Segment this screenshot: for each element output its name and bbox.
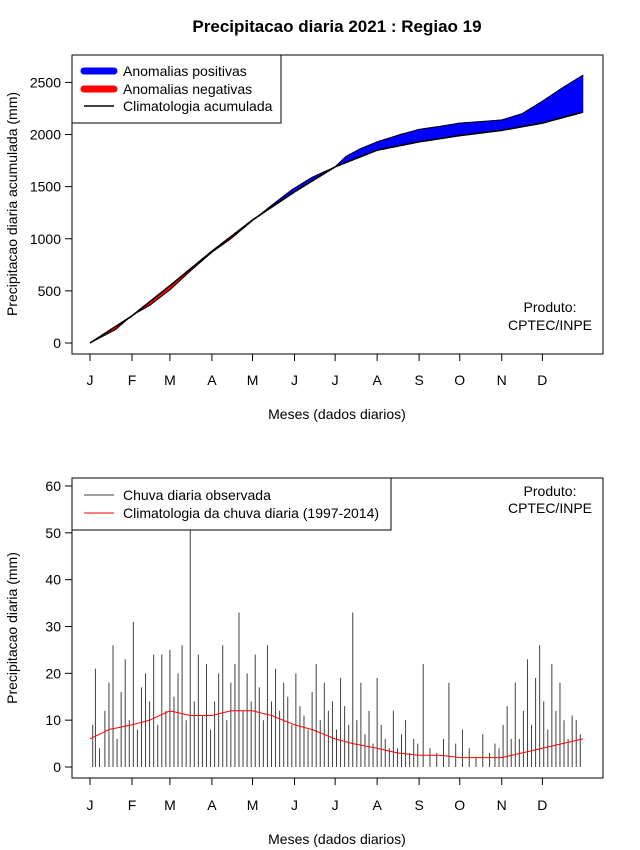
daily-x-tick-label: J — [332, 797, 339, 813]
cumulative-x-tick-label: A — [207, 372, 217, 388]
daily-climatology-line — [89, 710, 584, 759]
cumulative-x-axis-title: Meses (dados diarios) — [268, 406, 406, 422]
daily-x-tick-label: A — [207, 797, 217, 813]
cumulative-x-tick-label: O — [454, 372, 465, 388]
cumulative-x-tick-label: M — [247, 372, 259, 388]
daily-x-tick-label: O — [454, 797, 465, 813]
observed-daily-bars — [92, 528, 581, 767]
cumulative-chart: 0 500 1000 1500 2000 2500 J F M A M J J A S O N D Meses … — [4, 54, 604, 422]
daily-legend: Chuva diaria observada Climatologia da c… — [71, 477, 392, 531]
cumulative-y-axis-title: Precipitacao diaria acumulada (mm) — [4, 92, 20, 316]
cumulative-y-tick-label: 1000 — [30, 231, 61, 247]
cumulative-x-tick-label: J — [291, 372, 298, 388]
daily-x-tick-label: N — [497, 797, 507, 813]
daily-credit-line1: Produto: — [524, 483, 577, 499]
daily-y-tick-label: 20 — [45, 665, 61, 681]
daily-chart: 0 10 20 30 40 50 60 J F M A M J J A S O N D Meses (dados … — [4, 477, 604, 847]
daily-y-tick-label: 50 — [45, 525, 61, 541]
daily-y-axis-title: Precipitacao diaria (mm) — [4, 552, 20, 704]
positive-anomaly-segment — [581, 74, 584, 113]
daily-x-axis-title: Meses (dados diarios) — [268, 831, 406, 847]
daily-y-tick-label: 40 — [45, 572, 61, 588]
cumulative-x-tick-label: J — [87, 372, 94, 388]
cumulative-x-tick-label: D — [537, 372, 547, 388]
legend-label-observed: Chuva diaria observada — [123, 487, 271, 503]
legend-label-climatology: Climatologia acumulada — [123, 98, 273, 114]
legend-label-positive: Anomalias positivas — [123, 63, 247, 79]
cumulative-x-tick-label: A — [372, 372, 382, 388]
daily-x-tick-label: A — [372, 797, 382, 813]
daily-x-tick-label: J — [291, 797, 298, 813]
daily-x-tick-label: M — [164, 797, 176, 813]
cumulative-x-tick-label: M — [164, 372, 176, 388]
cumulative-y-tick-label: 2000 — [30, 127, 61, 143]
legend-label-daily-climatology: Climatologia da chuva diaria (1997-2014) — [123, 505, 379, 521]
daily-x-tick-label: D — [537, 797, 547, 813]
daily-x-tick-label: S — [414, 797, 423, 813]
daily-y-tick-label: 60 — [45, 478, 61, 494]
climatology-cumulative-line — [89, 111, 584, 344]
daily-x-tick-label: J — [87, 797, 94, 813]
daily-y-tick-label: 30 — [45, 619, 61, 635]
daily-y-axis: 0 10 20 30 40 50 60 — [45, 478, 73, 775]
cumulative-x-tick-label: S — [414, 372, 423, 388]
daily-x-tick-label: F — [128, 797, 137, 813]
cumulative-y-tick-label: 1500 — [30, 179, 61, 195]
cumulative-credit-line2: CPTEC/INPE — [508, 317, 592, 333]
cumulative-y-axis: 0 500 1000 1500 2000 2500 — [30, 74, 73, 351]
cumulative-y-tick-label: 0 — [53, 335, 61, 351]
cumulative-y-tick-label: 2500 — [30, 74, 61, 90]
cumulative-credit-line1: Produto: — [524, 299, 577, 315]
cumulative-x-tick-label: N — [497, 372, 507, 388]
cumulative-x-tick-label: F — [128, 372, 137, 388]
daily-x-tick-label: M — [247, 797, 259, 813]
figure-title: Precipitacao diaria 2021 : Regiao 19 — [192, 17, 481, 36]
daily-y-tick-label: 0 — [53, 759, 61, 775]
cumulative-x-tick-label: J — [332, 372, 339, 388]
cumulative-y-tick-label: 500 — [38, 283, 62, 299]
daily-credit-line2: CPTEC/INPE — [508, 500, 592, 516]
legend-label-negative: Anomalias negativas — [123, 81, 252, 97]
daily-y-tick-label: 10 — [45, 712, 61, 728]
cumulative-legend: Anomalias positivas Anomalias negativas … — [71, 54, 282, 124]
daily-legend-box — [71, 477, 392, 531]
